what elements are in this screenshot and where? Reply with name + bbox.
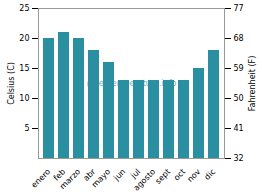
svg-text:mayo: mayo [90, 167, 112, 189]
svg-text:77: 77 [234, 4, 244, 13]
svg-text:Celsius (C): Celsius (C) [7, 62, 16, 105]
svg-text:Fahrenheit (F): Fahrenheit (F) [248, 56, 257, 112]
svg-text:41: 41 [234, 124, 244, 133]
svg-text:sept: sept [154, 167, 173, 186]
svg-text:25: 25 [19, 4, 29, 13]
svg-text:abr: abr [81, 167, 98, 183]
svg-text:@seatemperature.info: @seatemperature.info [87, 79, 177, 88]
svg-text:68: 68 [234, 34, 244, 43]
svg-text:32: 32 [234, 154, 244, 163]
svg-text:59: 59 [234, 64, 244, 73]
svg-text:50: 50 [234, 94, 244, 103]
svg-text:15: 15 [19, 64, 29, 73]
svg-text:dic: dic [203, 167, 218, 182]
svg-text:oct: oct [172, 167, 187, 182]
svg-text:jun: jun [111, 167, 127, 183]
svg-text:enero: enero [30, 167, 53, 190]
svg-text:feb: feb [51, 167, 68, 183]
svg-text:marzo: marzo [58, 167, 82, 191]
svg-text:5: 5 [24, 124, 29, 133]
svg-text:nov: nov [185, 167, 202, 184]
svg-text:jul: jul [129, 167, 143, 181]
svg-text:10: 10 [19, 94, 29, 103]
svg-text:20: 20 [19, 34, 29, 43]
